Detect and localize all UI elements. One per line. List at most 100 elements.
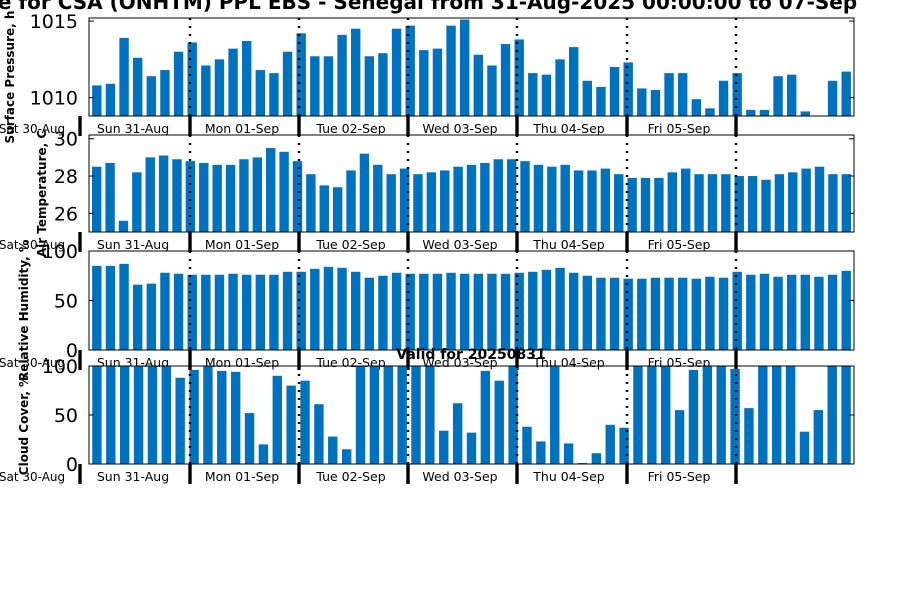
bar: [269, 274, 279, 350]
bar: [105, 162, 115, 232]
start-date-label: Sat 30-Aug: [0, 238, 65, 252]
day-label: Fri 05-Sep: [648, 121, 711, 136]
bar: [119, 366, 130, 464]
bar: [674, 410, 685, 464]
bar: [732, 271, 742, 350]
bar: [201, 274, 211, 350]
y-axis-label: Cloud Cover, %: [17, 375, 31, 475]
bar: [282, 271, 293, 350]
bar: [560, 164, 570, 232]
day-label: Thu 04-Sep: [532, 469, 604, 484]
bar: [623, 62, 633, 116]
bar: [199, 162, 209, 232]
bar: [350, 271, 361, 350]
bar: [310, 56, 320, 116]
bar: [747, 176, 758, 232]
bar: [359, 153, 370, 232]
day-label: Tue 02-Sep: [315, 469, 385, 484]
bar: [609, 277, 620, 350]
bar: [480, 162, 490, 232]
bar: [399, 168, 410, 232]
bar: [555, 59, 565, 116]
bar: [640, 177, 651, 232]
bar: [397, 366, 407, 464]
bar: [582, 80, 593, 116]
bar: [453, 166, 463, 232]
bar: [500, 273, 511, 350]
bar: [466, 164, 477, 232]
bar: [800, 274, 811, 350]
bar: [680, 168, 691, 232]
bar: [480, 370, 491, 464]
bar: [258, 444, 269, 464]
bar: [172, 159, 182, 232]
bar: [282, 51, 293, 116]
bar: [786, 74, 797, 116]
bar: [705, 108, 715, 116]
bar: [310, 268, 320, 350]
bar: [105, 265, 116, 350]
bar: [230, 371, 241, 464]
bar: [547, 166, 557, 232]
bar: [591, 453, 602, 464]
bar: [306, 174, 316, 232]
bar: [661, 366, 671, 464]
bar: [730, 368, 740, 464]
bar: [677, 73, 688, 116]
day-label: Mon 01-Sep: [205, 355, 279, 370]
bar: [328, 436, 338, 464]
bar: [355, 366, 366, 464]
y-axis-label: Relative Humidity, %: [17, 240, 31, 381]
y-tick-label: 1015: [30, 11, 78, 33]
bar: [419, 273, 429, 350]
bar: [600, 168, 611, 232]
bar: [146, 76, 157, 116]
bar: [514, 272, 524, 350]
bar: [813, 410, 824, 464]
bar: [691, 278, 702, 350]
bar: [314, 404, 324, 464]
day-label: Wed 03-Sep: [422, 237, 497, 252]
bar: [145, 157, 155, 232]
bar: [173, 273, 184, 350]
bar: [508, 366, 518, 464]
bar: [568, 47, 579, 117]
bar: [573, 170, 584, 232]
y-tick-label: 50: [54, 291, 78, 313]
day-label: Tue 02-Sep: [315, 121, 385, 136]
bar: [650, 277, 661, 350]
bar: [614, 174, 624, 232]
bar: [528, 73, 538, 116]
bar: [605, 424, 615, 464]
bar: [841, 174, 852, 232]
bar: [691, 99, 702, 116]
bar: [788, 172, 798, 232]
day-label: Mon 01-Sep: [205, 237, 279, 252]
bar: [337, 267, 347, 350]
bar: [337, 34, 347, 117]
y-tick-label: 26: [54, 203, 78, 225]
bar: [786, 274, 797, 350]
bar: [654, 177, 664, 232]
day-label: Mon 01-Sep: [205, 121, 279, 136]
bar: [466, 432, 477, 464]
bar: [173, 51, 184, 116]
bar: [378, 53, 388, 116]
bar: [734, 176, 744, 232]
bar: [773, 276, 783, 350]
bar: [201, 65, 211, 116]
bar: [528, 271, 538, 350]
y-tick-label: 100: [42, 356, 78, 378]
bar: [158, 155, 169, 232]
panel-2: 26 28 30 Air Temperature, C Sun 31-Aug Mon 01…: [0, 129, 855, 257]
plot-frame: [88, 17, 855, 117]
bar: [319, 185, 329, 232]
bar: [446, 272, 456, 350]
bar: [473, 54, 484, 116]
bar: [405, 25, 415, 116]
bar: [426, 172, 437, 232]
bar: [759, 273, 770, 350]
bar: [667, 172, 677, 232]
bar: [801, 168, 811, 232]
bar: [228, 48, 238, 117]
